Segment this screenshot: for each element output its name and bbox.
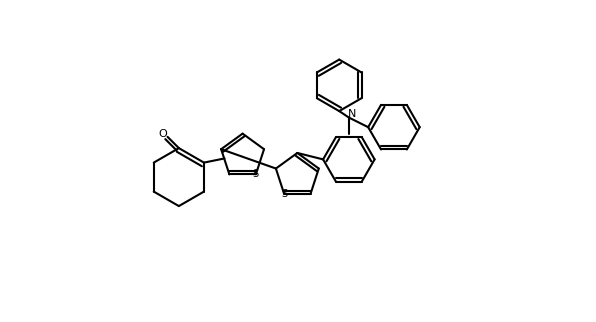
Text: N: N xyxy=(348,109,356,119)
Text: O: O xyxy=(159,129,167,139)
Text: S: S xyxy=(281,189,287,199)
Text: S: S xyxy=(253,169,259,179)
